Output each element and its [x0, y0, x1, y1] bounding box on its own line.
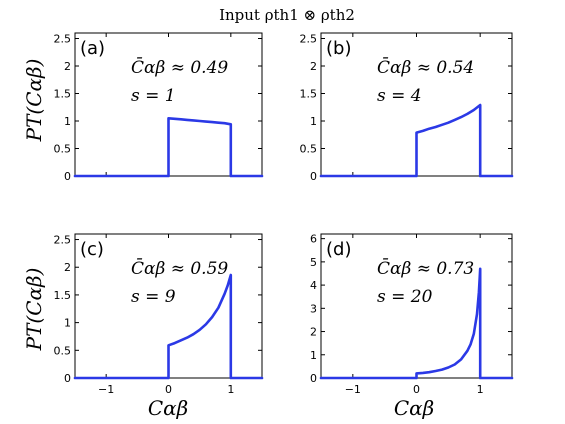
y-tick-label-b: 1.5 — [300, 88, 318, 101]
y-tick-label-d: 1 — [310, 349, 317, 362]
panel-label-a: (a) — [80, 38, 105, 59]
y-tick-label-c: 1.5 — [54, 289, 72, 302]
y-tick-label-c: 2 — [64, 261, 71, 274]
y-tick-label-c: 1 — [64, 317, 71, 330]
y-tick-label-d: 5 — [310, 256, 317, 269]
annotation-mean-c: C̄αβ ≈ 0.59 — [131, 257, 228, 279]
y-tick-label-c: 0.5 — [54, 344, 72, 357]
panel-label-c: (c) — [80, 239, 104, 260]
annotation-s-a: s = 1 — [131, 86, 176, 106]
y-tick-label-a: 0 — [64, 170, 71, 183]
panel-b: 0 0.5 1 1.5 2 2.5 (b) C̄αβ ≈ 0.54 s = 4 — [300, 32, 514, 183]
y-tick-label-d: 0 — [310, 372, 317, 385]
x-tick-label-c: 0 — [165, 383, 172, 396]
y-tick-label-b: 0 — [310, 170, 317, 183]
x-tick-label-c: −1 — [98, 383, 114, 396]
annotation-s-b: s = 4 — [377, 86, 422, 106]
x-tick-label-d: 1 — [477, 383, 484, 396]
panel-d: 0 1 2 3 4 5 6 −1 0 1 (d) C̄αβ ≈ 0.73 s = 20 — [310, 233, 514, 396]
y-tick-label-a: 2 — [64, 60, 71, 73]
y-tick-label-b: 2.5 — [300, 33, 318, 46]
x-tick-label-d: −1 — [345, 383, 361, 396]
x-tick-label-c: 1 — [227, 383, 234, 396]
y-tick-label-a: 1 — [64, 115, 71, 128]
y-tick-label-b: 2 — [310, 60, 317, 73]
panel-a: 0 0.5 1 1.5 2 2.5 (a) C̄αβ ≈ 0.49 s = 1 — [54, 32, 264, 183]
y-tick-label-b: 0.5 — [300, 143, 318, 156]
y-tick-label-a: 2.5 — [54, 33, 72, 46]
x-axis-label-right: Cαβ — [394, 396, 434, 420]
y-tick-label-c: 2.5 — [54, 234, 72, 247]
y-tick-label-d: 2 — [310, 326, 317, 339]
figure-title: Input ρth1 ⊗ ρth2 — [219, 6, 355, 24]
y-tick-label-d: 4 — [310, 279, 317, 292]
distribution-curve-d — [319, 267, 514, 380]
annotation-mean-b: C̄αβ ≈ 0.54 — [377, 56, 474, 78]
distribution-curve-b — [319, 103, 514, 178]
x-axis-label-left: Cαβ — [148, 396, 188, 420]
panel-label-d: (d) — [326, 239, 351, 260]
annotation-mean-d: C̄αβ ≈ 0.73 — [377, 257, 474, 279]
annotation-s-c: s = 9 — [131, 287, 176, 307]
distribution-curve-a — [73, 117, 264, 178]
annotation-mean-a: C̄αβ ≈ 0.49 — [131, 56, 228, 78]
distribution-curve-c — [73, 273, 264, 380]
y-tick-label-c: 0 — [64, 372, 71, 385]
panel-label-b: (b) — [326, 38, 351, 59]
y-tick-label-d: 3 — [310, 302, 317, 315]
x-tick-label-d: 0 — [413, 383, 420, 396]
y-axis-label-bottom: PT(Cαβ) — [22, 268, 46, 352]
annotation-s-d: s = 20 — [377, 287, 433, 307]
y-tick-label-a: 1.5 — [54, 88, 72, 101]
y-tick-label-d: 6 — [310, 233, 317, 246]
y-tick-label-a: 0.5 — [54, 143, 72, 156]
panel-c: 0 0.5 1 1.5 2 2.5 −1 0 1 (c) C̄αβ ≈ 0.59 s = 9 — [54, 233, 264, 396]
y-axis-label-top: PT(Cαβ) — [22, 59, 46, 143]
y-tick-label-b: 1 — [310, 115, 317, 128]
